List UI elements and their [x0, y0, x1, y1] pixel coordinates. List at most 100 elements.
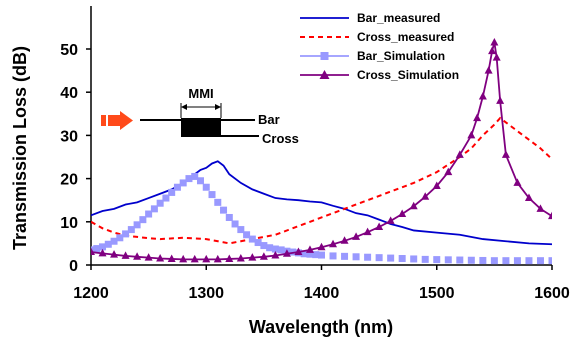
bar-simulation-point: [231, 220, 239, 228]
cross-simulation-point: [444, 167, 453, 176]
cross-simulation-point: [121, 251, 130, 259]
bar-simulation-point: [214, 198, 222, 206]
cross-simulation-point: [501, 150, 510, 158]
legend-bar-measured-label: Bar_measured: [357, 11, 440, 25]
bar-simulation-point: [398, 255, 406, 263]
bar-simulation-point: [341, 252, 349, 260]
bar-simulation-point: [133, 221, 141, 229]
cross-simulation-point: [179, 254, 188, 263]
cross-simulation-point: [91, 247, 95, 256]
y-tick-label: 0: [69, 258, 78, 275]
bar-simulation-point: [196, 177, 204, 185]
cross-simulation-point: [294, 247, 303, 256]
bar-simulation-point: [162, 194, 170, 202]
bar-simulation-point: [156, 199, 164, 207]
series-layer: [91, 38, 552, 265]
cross-measured-line: [91, 116, 552, 245]
x-tick-label: 1200: [73, 285, 109, 302]
bar-port-label: Bar: [258, 112, 280, 127]
bar-simulation-point: [421, 255, 429, 263]
bar-simulation-point: [456, 256, 464, 264]
cross-simulation-point: [490, 38, 499, 46]
x-tick-label: 1600: [534, 285, 570, 302]
y-axis-title: Transmission Loss (dB): [10, 46, 30, 250]
cross-simulation-point: [432, 181, 441, 189]
cross-simulation-point: [110, 250, 119, 258]
y-tick-label: 50: [60, 42, 78, 59]
bar-simulation-point: [375, 254, 383, 262]
bar-simulation-point: [502, 257, 510, 265]
y-tick-label: 20: [60, 172, 78, 189]
legend-cross-simulation-marker: [319, 70, 330, 79]
cross-simulation-point: [329, 239, 338, 248]
bar-simulation-point: [536, 257, 544, 265]
bar-simulation-point: [127, 226, 135, 234]
cross-simulation-point: [225, 254, 234, 262]
y-tick-label: 10: [60, 215, 78, 232]
cross-simulation-point: [190, 254, 199, 263]
mmi-inset: MMI Bar Cross: [101, 86, 299, 146]
x-tick-label: 1400: [304, 285, 340, 302]
cross-simulation-point: [259, 252, 268, 260]
cross-simulation-point: [352, 232, 361, 240]
cross-simulation-point: [156, 254, 165, 262]
mmi-arrowhead-left: [181, 104, 187, 110]
chart-legend: Bar_measured Cross_measured Bar_Simulation…: [300, 11, 459, 82]
cross-simulation-point: [340, 236, 349, 244]
bar-simulation-point: [306, 250, 314, 258]
cross-simulation-point: [375, 222, 384, 230]
bar-simulation-point: [513, 257, 521, 265]
bar-simulation-point: [150, 205, 158, 213]
bar-simulation-point: [318, 251, 325, 259]
cross-simulation-point: [213, 254, 222, 263]
bar-simulation-point: [525, 257, 533, 265]
bar-simulation-point: [104, 240, 112, 248]
x-tick-label: 1500: [419, 285, 455, 302]
bar-simulation-point: [248, 235, 256, 243]
cross-simulation-point: [513, 178, 522, 186]
y-tick-label: 40: [60, 85, 78, 102]
bar-simulation-point: [145, 210, 153, 218]
bar-simulation-point: [225, 213, 233, 221]
bar-simulation-point: [191, 172, 199, 180]
bar-simulation-point: [208, 191, 216, 199]
cross-simulation-point: [455, 150, 464, 158]
bar-simulation-point: [202, 183, 210, 191]
cross-simulation-point: [282, 249, 291, 257]
cross-simulation-point: [473, 113, 482, 122]
cross-simulation-point: [548, 211, 552, 220]
cross-port-label: Cross: [262, 131, 299, 146]
bar-simulation-point: [548, 257, 552, 265]
cross-simulation-point: [524, 193, 533, 202]
bar-simulation-point: [237, 226, 245, 234]
bar-simulation-point: [410, 255, 418, 263]
bar-simulation-point: [300, 250, 308, 258]
bar-simulation-point: [185, 175, 193, 183]
cross-simulation-point: [398, 209, 407, 218]
bar-simulation-point: [364, 253, 372, 261]
cross-simulation-point: [144, 253, 153, 261]
bar-simulation-point: [139, 216, 147, 224]
bar-simulation-point: [116, 234, 124, 242]
bar-simulation-point: [179, 179, 187, 187]
bar-simulation-point: [110, 237, 118, 245]
cross-simulation-point: [386, 216, 395, 224]
bar-simulation-point: [467, 256, 475, 264]
bar-measured-line: [91, 160, 552, 246]
cross-simulation-point: [248, 253, 257, 261]
input-arrow-icon: [101, 111, 133, 130]
cross-simulation-point: [492, 53, 501, 61]
bar-simulation-point: [122, 230, 130, 238]
bar-simulation-point: [387, 254, 395, 262]
mmi-arrowhead-right: [215, 104, 221, 110]
cross-simulation-line: [91, 42, 552, 261]
cross-simulation-point: [409, 201, 418, 210]
legend-bar-simulation-label: Bar_Simulation: [357, 49, 445, 63]
bar-simulation-point: [173, 183, 181, 191]
bar-simulation-point: [271, 245, 279, 253]
legend-bar-simulation-marker: [320, 52, 329, 60]
bar-simulation-point: [490, 257, 498, 265]
cross-simulation-point: [236, 254, 245, 262]
bar-simulation-point: [254, 239, 262, 247]
